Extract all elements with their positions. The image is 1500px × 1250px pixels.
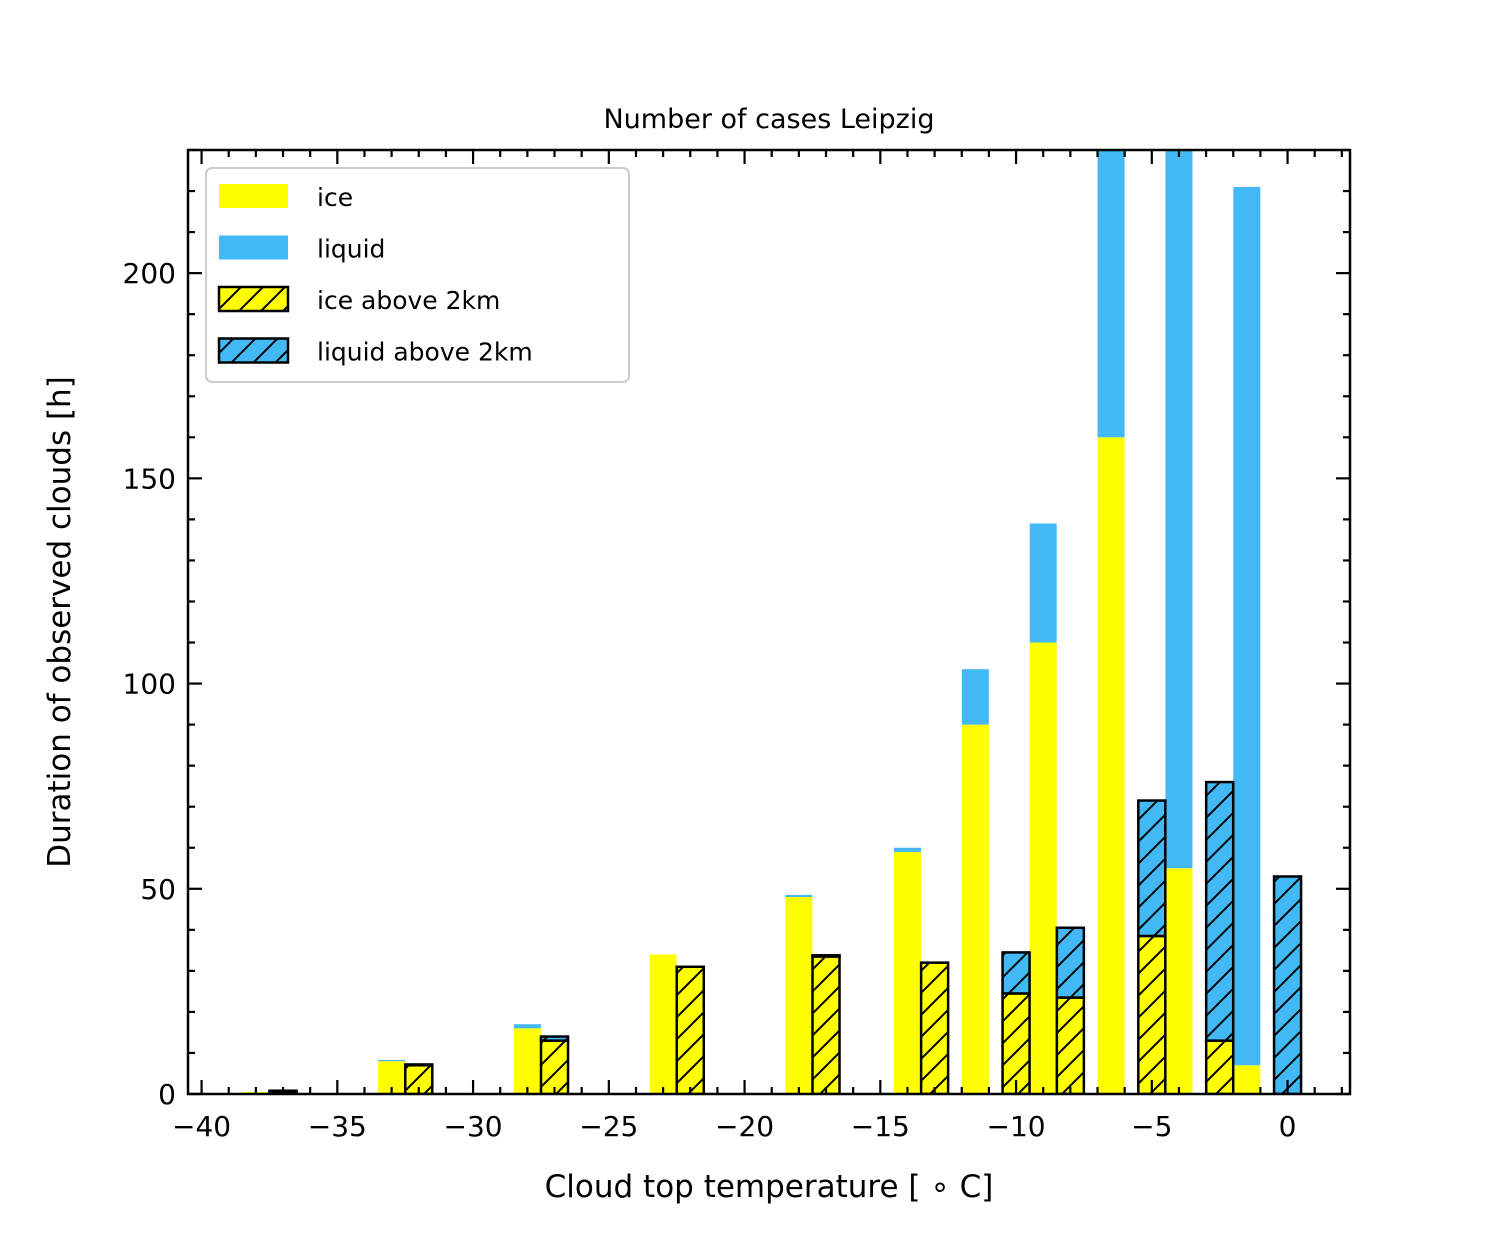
- bar-ice: [785, 896, 813, 1094]
- legend-box: [205, 167, 630, 383]
- x-tick-label: −15: [851, 1110, 910, 1143]
- bar-hatch-ice-above-2km: [539, 1039, 570, 1094]
- y-tick-label: 0: [158, 1078, 176, 1111]
- bar-liquid: [1165, 150, 1193, 869]
- bar-ice: [649, 954, 677, 1094]
- bar-hatch-ice-above-2km: [1001, 992, 1031, 1094]
- bar-ice: [1029, 642, 1057, 1094]
- legend-label: liquid above 2km: [317, 338, 533, 367]
- bar-hatch-liquid-above-2km: [1001, 951, 1031, 995]
- x-tick-label: 0: [1279, 1110, 1297, 1143]
- legend-swatch-hatch: [217, 337, 290, 364]
- legend-swatch: [219, 235, 288, 260]
- bar-hatch-liquid-above-2km: [1272, 875, 1303, 1094]
- legend: ice liquid ice above 2km liquid above 2km: [205, 167, 630, 383]
- x-tick-label: −25: [579, 1110, 638, 1143]
- bar-liquid: [893, 847, 921, 852]
- chart-title: Number of cases Leipzig: [603, 104, 934, 135]
- bar-hatch-ice-above-2km: [675, 965, 706, 1094]
- x-tick-label: −20: [715, 1110, 774, 1143]
- legend-label: ice: [317, 183, 353, 212]
- y-tick-label: 200: [123, 257, 176, 290]
- bar-hatch-ice-above-2km: [1055, 996, 1086, 1094]
- bar-hatch-ice-above-2km: [1137, 934, 1167, 1094]
- bar-liquid: [378, 1059, 406, 1062]
- x-tick-label: −5: [1131, 1110, 1172, 1143]
- bars-layer: [242, 150, 1303, 1094]
- x-tick-label: −35: [308, 1110, 367, 1143]
- bar-hatch-liquid-above-2km: [539, 1035, 570, 1042]
- bar-ice: [1165, 868, 1193, 1094]
- x-tick-label: −40: [172, 1110, 231, 1143]
- bar-hatch-liquid-above-2km: [1137, 799, 1167, 938]
- legend-swatch-hatch: [217, 285, 290, 313]
- bar-hatch-liquid-above-2km: [1204, 780, 1235, 1042]
- bar-hatch-ice-above-2km: [919, 961, 950, 1094]
- bar-ice: [893, 851, 921, 1094]
- bar-hatch-liquid-above-2km: [811, 954, 841, 958]
- legend-swatch: [219, 184, 288, 208]
- bar-liquid: [1029, 523, 1057, 643]
- bar-liquid: [1233, 186, 1261, 1066]
- bar-hatch-ice-above-2km: [811, 955, 841, 1094]
- bar-ice: [1097, 437, 1125, 1094]
- bar-ice: [1233, 1065, 1261, 1094]
- y-axis-label: Duration of observed clouds [h]: [42, 376, 78, 868]
- y-tick-label: 50: [140, 873, 176, 906]
- y-tick-label: 150: [123, 462, 176, 495]
- bar-liquid: [961, 669, 989, 725]
- bar-ice: [961, 724, 989, 1094]
- legend-label: liquid: [317, 235, 385, 264]
- ticks-layer: −40 −35 −30 −25 −20 −15 −10 −5 0 0 50 100 150 200: [123, 148, 1350, 1143]
- bar-ice: [513, 1028, 541, 1094]
- bar-hatch-ice-above-2km: [1204, 1039, 1235, 1094]
- bar-liquid: [1097, 150, 1125, 438]
- x-axis-label: Cloud top temperature [ ∘ C]: [545, 1169, 994, 1205]
- y-tick-label: 100: [123, 668, 176, 701]
- bar-liquid: [513, 1024, 541, 1029]
- plot-frame: [186, 148, 1352, 1096]
- bar-liquid: [785, 894, 813, 897]
- legend-label: ice above 2km: [317, 286, 500, 315]
- x-tick-label: −30: [444, 1110, 503, 1143]
- x-tick-label: −10: [987, 1110, 1046, 1143]
- bar-hatch-liquid-above-2km: [404, 1063, 434, 1067]
- bar-hatch-liquid-above-2km: [1055, 926, 1086, 999]
